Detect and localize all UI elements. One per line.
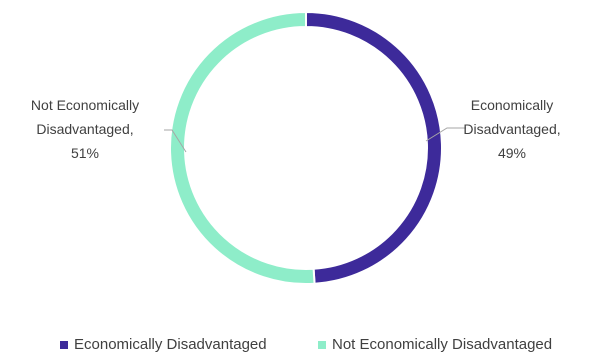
data-label-economically-disadvantaged: Economically Disadvantaged, 49% <box>463 97 560 161</box>
data-label-line-economically-disadvantaged-1: Disadvantaged, <box>463 121 560 137</box>
data-label-line-economically-disadvantaged-0: Economically <box>471 97 553 113</box>
slice-not-economically-disadvantaged <box>169 10 316 285</box>
donut-chart-svg: Economically Disadvantaged, 49% Not Economi… <box>31 10 561 285</box>
leader-line-not-economically-disadvantaged <box>164 129 187 153</box>
data-label-line-not-economically-disadvantaged-1: Disadvantaged, <box>36 121 133 137</box>
chart-legend: Economically Disadvantaged Not Economica… <box>0 336 596 358</box>
slice-economically-disadvantaged <box>305 10 443 285</box>
data-label-line-not-economically-disadvantaged-0: Not Economically <box>31 97 139 113</box>
legend-label-economically-disadvantaged: Economically Disadvantaged <box>74 336 267 353</box>
legend-label-not-economically-disadvantaged: Not Economically Disadvantaged <box>332 336 553 353</box>
data-label-not-economically-disadvantaged: Not Economically Disadvantaged, 51% <box>31 97 139 161</box>
leader-line-economically-disadvantaged <box>425 127 466 142</box>
data-label-line-economically-disadvantaged-2: 49% <box>498 145 526 161</box>
legend-swatch-not-economically-disadvantaged <box>318 341 326 349</box>
legend-item-not-economically-disadvantaged: Not Economically Disadvantaged <box>318 336 552 354</box>
data-label-line-not-economically-disadvantaged-2: 51% <box>71 145 99 161</box>
legend-swatch-economically-disadvantaged <box>60 341 68 349</box>
legend-item-economically-disadvantaged: Economically Disadvantaged <box>60 336 267 354</box>
